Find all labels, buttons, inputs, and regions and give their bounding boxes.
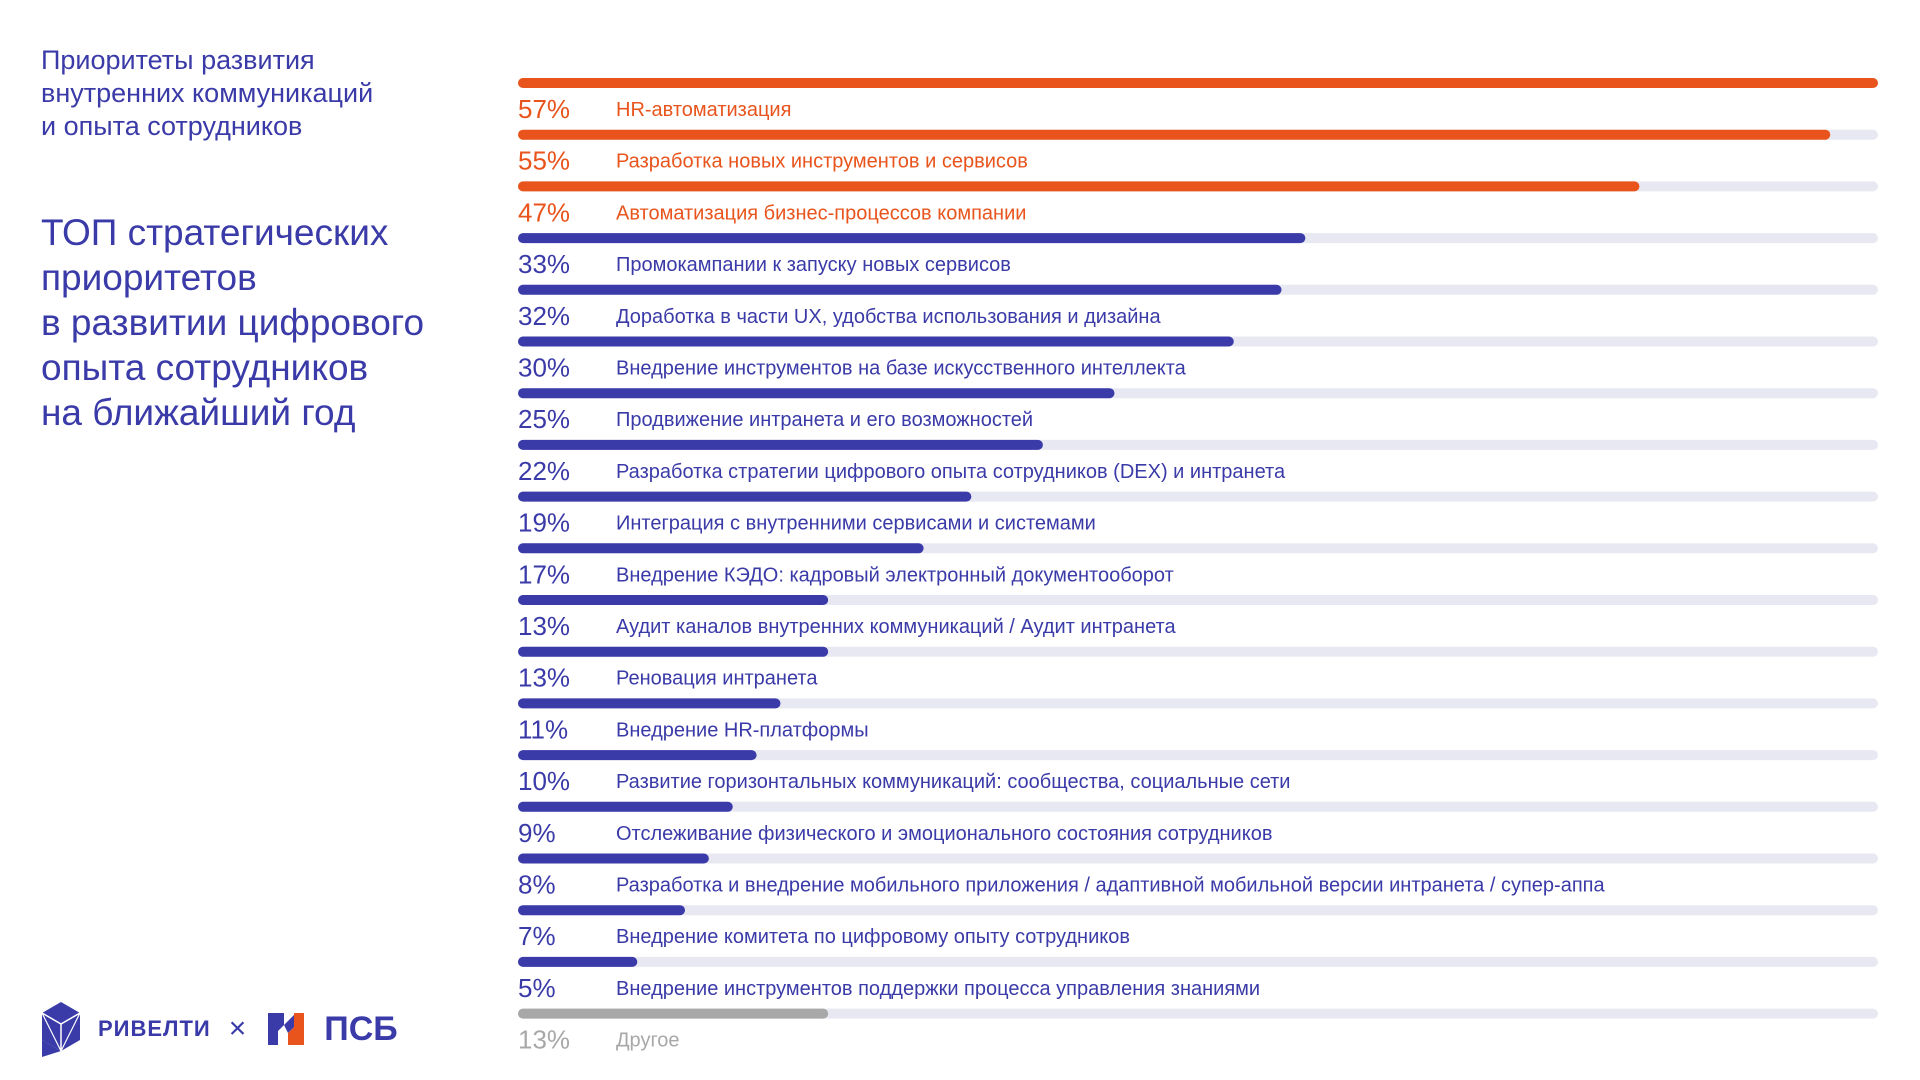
- bar-category-label: Отслеживание физического и эмоциональног…: [616, 823, 1272, 845]
- bar-fill: [518, 905, 686, 916]
- bar-category-label: Разработка и внедрение мобильного прилож…: [616, 875, 1605, 897]
- bar-value-label: 55%: [518, 146, 570, 176]
- footer-logos: РИВЕЛТИ × ПСБ: [40, 1000, 398, 1058]
- bar-fill: [518, 181, 1640, 192]
- bar-value-label: 32%: [518, 301, 570, 331]
- bar-category-label: Доработка в части UX, удобства использов…: [616, 306, 1161, 328]
- bar-category-label: Внедрение инструментов поддержки процесс…: [616, 978, 1260, 1000]
- bar-track: [518, 698, 1878, 709]
- bar-category-label: Реновация интранета: [616, 668, 818, 690]
- bar-row: 5% Внедрение инструментов поддержки проце…: [518, 956, 1878, 1003]
- bar-row: 10% Развитие горизонтальных коммуникаций:…: [518, 750, 1878, 796]
- bar-fill: [518, 853, 709, 864]
- bar-track: [518, 801, 1878, 812]
- bar-category-label: Другое: [616, 1030, 680, 1052]
- bar-row: 13% Реновация интранета: [518, 646, 1878, 693]
- priorities-bar-chart: 57% HR-автоматизация 55% Разработка новых и…: [518, 78, 1878, 1055]
- bar-row: 55% Разработка новых инструментов и серви…: [518, 129, 1878, 176]
- bar-category-label: Разработка новых инструментов и сервисов: [616, 151, 1028, 173]
- bar-category-label: Интеграция с внутренними сервисами и сис…: [616, 513, 1096, 535]
- bar-row: 8% Разработка и внедрение мобильного прил…: [518, 853, 1878, 900]
- rivelty-brand-name: РИВЕЛТИ: [98, 1016, 211, 1041]
- bar-value-label: 47%: [518, 197, 570, 227]
- bar-value-label: 25%: [518, 404, 570, 434]
- bar-fill: [518, 336, 1234, 347]
- bar-fill: [518, 129, 1831, 140]
- bar-track: [518, 956, 1878, 967]
- bar-track: [518, 646, 1878, 657]
- bar-value-label: 10%: [518, 766, 570, 796]
- report-subtitle: Приоритеты развития внутренних коммуника…: [41, 45, 374, 141]
- bar-row: 33% Промокампании к запуску новых сервисо…: [518, 233, 1878, 279]
- bar-category-label: Аудит каналов внутренних коммуникаций / …: [616, 616, 1176, 638]
- bar-row: 17% Внедрение КЭДО: кадровый электронный …: [518, 543, 1878, 589]
- bar-track: [518, 853, 1878, 864]
- bar-value-label: 11%: [518, 714, 568, 744]
- bar-value-label: 5%: [518, 973, 556, 1003]
- bar-category-label: Продвижение интранета и его возможностей: [616, 409, 1033, 431]
- bar-fill: [518, 78, 1878, 88]
- bar-category-label: Промокампании к запуску новых сервисов: [616, 254, 1011, 276]
- bar-row: 19% Интеграция с внутренними сервисами и …: [518, 491, 1878, 538]
- bar-fill: [518, 750, 757, 761]
- bar-category-label: Внедрение комитета по цифровому опыту со…: [616, 926, 1130, 948]
- bar-track: [518, 1008, 1878, 1019]
- bar-fill: [518, 801, 733, 812]
- bar-fill: [518, 439, 1043, 450]
- bar-category-label: Развитие горизонтальных коммуникаций: со…: [616, 771, 1290, 793]
- chart-headline: ТОП стратегических приоритетов в развити…: [41, 212, 425, 433]
- bar-value-label: 17%: [518, 559, 570, 589]
- bar-category-label: Внедрение инструментов на базе искусстве…: [616, 358, 1187, 380]
- psb-logo-icon: [268, 1013, 305, 1045]
- bar-row: 7% Внедрение комитета по цифровому опыту …: [518, 905, 1878, 951]
- bar-value-label: 8%: [518, 870, 556, 900]
- psb-brand-name: ПСБ: [324, 1009, 398, 1048]
- bar-row: 57% HR-автоматизация: [518, 78, 1878, 124]
- bar-value-label: 9%: [518, 818, 556, 848]
- bar-value-label: 13%: [518, 611, 570, 641]
- bar-value-label: 33%: [518, 249, 570, 279]
- bar-row: 9% Отслеживание физического и эмоциональн…: [518, 801, 1878, 848]
- bar-row: 47% Автоматизация бизнес-процессов компан…: [518, 181, 1878, 227]
- bar-value-label: 30%: [518, 353, 570, 383]
- bar-value-label: 13%: [518, 1025, 570, 1055]
- bar-fill: [518, 543, 924, 554]
- bar-row: 11% Внедрение HR-платформы: [518, 698, 1878, 744]
- bar-value-label: 57%: [518, 94, 570, 124]
- bar-row: 13% Аудит каналов внутренних коммуникаций…: [518, 595, 1878, 641]
- bar-category-label: Разработка стратегии цифрового опыта сот…: [616, 461, 1286, 483]
- bar-track: [518, 905, 1878, 916]
- bar-row: 25% Продвижение интранета и его возможнос…: [518, 388, 1878, 434]
- bar-value-label: 7%: [518, 921, 556, 951]
- bar-value-label: 19%: [518, 508, 570, 538]
- bar-fill: [518, 698, 781, 709]
- partnership-separator: ×: [228, 1012, 247, 1045]
- bar-track: [518, 595, 1878, 605]
- bar-fill: [518, 1008, 829, 1019]
- bar-fill: [518, 233, 1306, 244]
- rivelty-cube-icon: [41, 1002, 81, 1057]
- bar-fill: [518, 284, 1282, 295]
- bar-fill: [518, 595, 829, 605]
- bar-category-label: Внедрение HR-платформы: [616, 719, 869, 741]
- bar-value-label: 13%: [518, 663, 570, 693]
- bar-row: 30% Внедрение инструментов на базе искусс…: [518, 336, 1878, 383]
- bar-category-label: Внедрение КЭДО: кадровый электронный док…: [616, 564, 1174, 586]
- bar-fill: [518, 491, 972, 502]
- bar-row: 13% Другое: [518, 1008, 1878, 1055]
- bar-category-label: Автоматизация бизнес-процессов компании: [616, 202, 1026, 224]
- bar-row: 32% Доработка в части UX, удобства исполь…: [518, 284, 1878, 331]
- bar-row: 22% Разработка стратегии цифрового опыта …: [518, 439, 1878, 486]
- bar-fill: [518, 388, 1115, 399]
- bar-category-label: HR-автоматизация: [616, 99, 791, 121]
- bar-fill: [518, 956, 638, 967]
- bar-track: [518, 750, 1878, 761]
- bar-fill: [518, 646, 829, 657]
- bar-value-label: 22%: [518, 456, 570, 486]
